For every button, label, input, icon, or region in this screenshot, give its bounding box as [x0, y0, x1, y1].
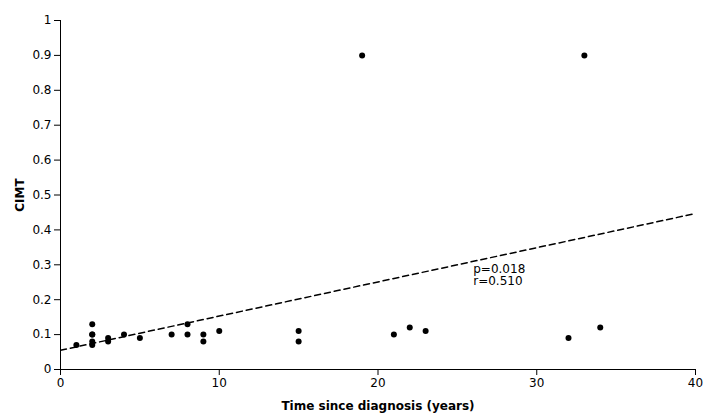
svg-text:0.3: 0.3 — [32, 258, 51, 272]
svg-text:0: 0 — [57, 376, 65, 390]
svg-text:40: 40 — [688, 376, 703, 390]
svg-text:0.4: 0.4 — [32, 223, 51, 237]
svg-text:0.5: 0.5 — [32, 188, 51, 202]
svg-text:10: 10 — [212, 376, 227, 390]
svg-text:1: 1 — [44, 13, 52, 27]
svg-text:Time since diagnosis (years): Time since diagnosis (years) — [281, 399, 474, 413]
svg-text:0.2: 0.2 — [32, 293, 51, 307]
svg-text:0.6: 0.6 — [32, 153, 51, 167]
svg-text:20: 20 — [370, 376, 385, 390]
svg-text:p=0.018r=0.510: p=0.018r=0.510 — [473, 262, 525, 288]
svg-text:0.8: 0.8 — [32, 83, 51, 97]
svg-text:30: 30 — [529, 376, 544, 390]
svg-text:0.9: 0.9 — [32, 48, 51, 62]
svg-text:0.7: 0.7 — [32, 118, 51, 132]
svg-text:0: 0 — [44, 362, 52, 376]
svg-text:0.1: 0.1 — [32, 327, 51, 341]
svg-text:CIMT: CIMT — [13, 177, 27, 211]
